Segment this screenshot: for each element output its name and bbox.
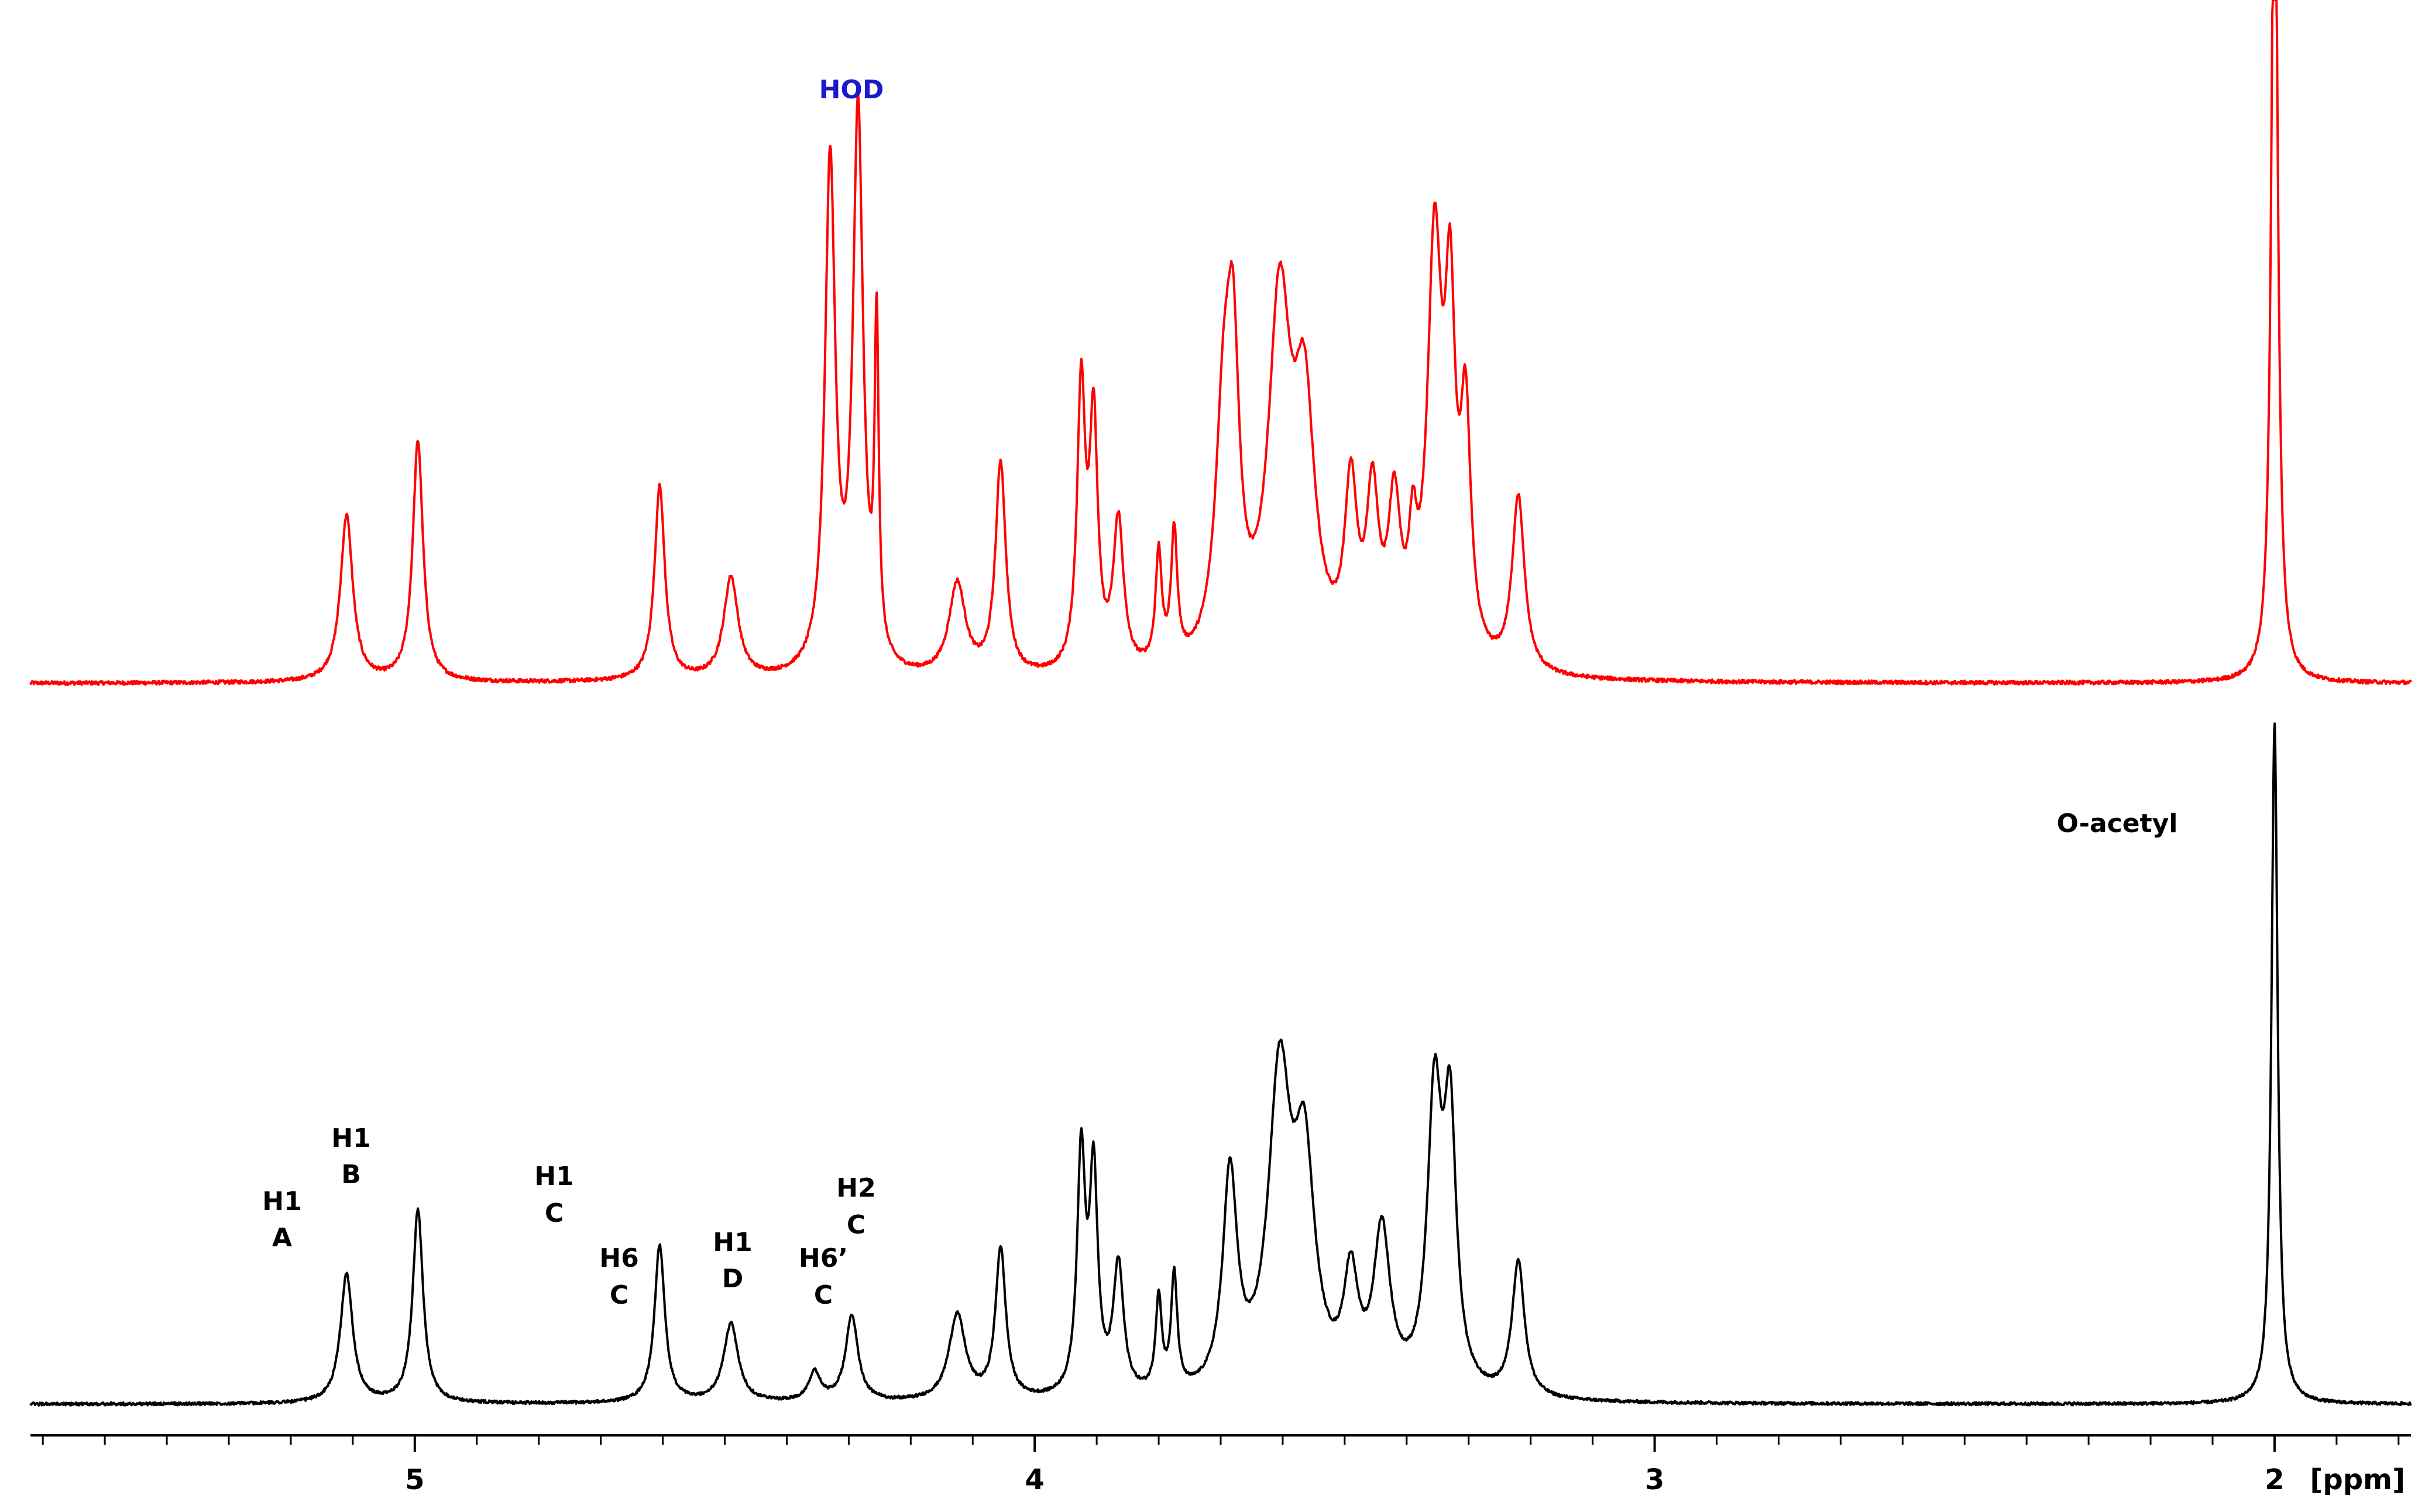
annotation-h1d-line1: H1 [713, 1228, 752, 1257]
spectrum-black-trace [29, 722, 2412, 1407]
spectra-layer [29, 0, 2412, 1407]
annotation-h6c-line1: H6 [599, 1243, 638, 1273]
annotation-h2c-line2: C [847, 1210, 865, 1240]
annotation-h1b-line2: B [341, 1160, 361, 1190]
peak-annotations: HOD O-acetyl H1 A H1 B H1 C H6 C H1 D H6… [262, 75, 2177, 1310]
x-axis: 5 4 3 2 [ppm] [30, 1434, 2411, 1496]
x-axis-label: [ppm] [2310, 1463, 2405, 1496]
spectrum-red-trace [29, 0, 2412, 686]
annotation-h1a-line2: A [272, 1223, 292, 1253]
annotation-h1c-line2: C [545, 1198, 564, 1228]
annotation-o-acetyl: O-acetyl [2057, 809, 2178, 839]
annotation-h1b-line1: H1 [331, 1123, 370, 1153]
annotation-h1a-line1: H1 [262, 1187, 301, 1217]
annotation-hod: HOD [819, 75, 884, 105]
x-tick-label: 5 [405, 1463, 424, 1496]
x-tick-label: 3 [1645, 1463, 1664, 1496]
x-axis-ticks: 5 4 3 2 [42, 1435, 2400, 1496]
annotation-h6c-line2: C [610, 1280, 628, 1310]
annotation-h6prime-c-line1: H6’ [799, 1243, 848, 1273]
annotation-h1c-line1: H1 [534, 1162, 573, 1191]
x-tick-label: 4 [1025, 1463, 1044, 1496]
annotation-h2c-line1: H2 [836, 1173, 875, 1203]
x-tick-label: 2 [2265, 1463, 2284, 1496]
annotation-h1d-line2: D [722, 1264, 744, 1294]
annotation-h6prime-c-line2: C [814, 1280, 833, 1310]
